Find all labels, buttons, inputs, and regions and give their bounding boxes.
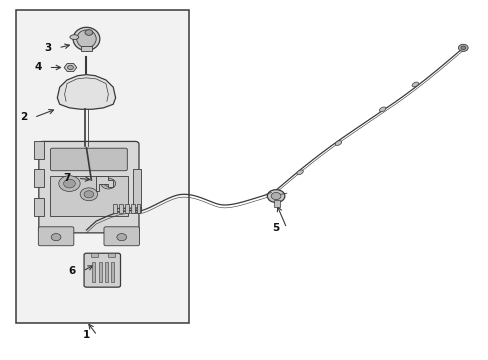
Circle shape — [460, 46, 465, 50]
Bar — [108, 252, 115, 257]
Ellipse shape — [411, 82, 418, 87]
Bar — [34, 198, 43, 216]
Bar — [130, 204, 134, 213]
Circle shape — [80, 188, 98, 201]
Bar — [99, 262, 102, 282]
Circle shape — [267, 190, 285, 203]
Ellipse shape — [296, 170, 303, 175]
Bar — [16, 10, 188, 323]
Text: 6: 6 — [68, 266, 75, 276]
FancyBboxPatch shape — [84, 253, 120, 287]
Circle shape — [51, 234, 61, 241]
Circle shape — [84, 191, 94, 198]
Polygon shape — [96, 176, 113, 191]
Bar — [105, 262, 108, 282]
FancyBboxPatch shape — [50, 148, 127, 171]
Bar — [92, 262, 95, 282]
Text: 3: 3 — [44, 43, 51, 53]
Text: 5: 5 — [272, 223, 279, 233]
Circle shape — [104, 181, 112, 186]
Bar — [91, 252, 98, 257]
Bar — [273, 200, 279, 207]
Bar — [34, 169, 43, 187]
Ellipse shape — [335, 141, 341, 145]
Ellipse shape — [70, 35, 79, 40]
Bar — [124, 204, 128, 213]
FancyBboxPatch shape — [38, 227, 74, 246]
Polygon shape — [64, 63, 77, 72]
Bar — [34, 141, 43, 158]
Bar — [81, 46, 92, 51]
Text: 2: 2 — [20, 112, 27, 122]
Ellipse shape — [379, 107, 385, 112]
Circle shape — [85, 30, 93, 35]
Circle shape — [59, 176, 80, 192]
Bar — [113, 204, 117, 213]
Ellipse shape — [73, 27, 100, 50]
Circle shape — [271, 193, 281, 200]
Text: 4: 4 — [34, 63, 41, 72]
Ellipse shape — [77, 30, 96, 48]
Bar — [136, 204, 140, 213]
Bar — [132, 169, 141, 212]
Bar — [119, 204, 122, 213]
Circle shape — [67, 65, 73, 69]
Circle shape — [63, 179, 75, 188]
FancyBboxPatch shape — [39, 141, 139, 233]
Circle shape — [101, 178, 116, 189]
FancyBboxPatch shape — [104, 227, 139, 246]
Circle shape — [458, 44, 467, 51]
Bar — [111, 262, 114, 282]
Text: 7: 7 — [63, 173, 71, 183]
Bar — [50, 176, 127, 216]
Circle shape — [117, 234, 126, 241]
Text: 1: 1 — [82, 330, 90, 341]
Polygon shape — [57, 75, 116, 109]
